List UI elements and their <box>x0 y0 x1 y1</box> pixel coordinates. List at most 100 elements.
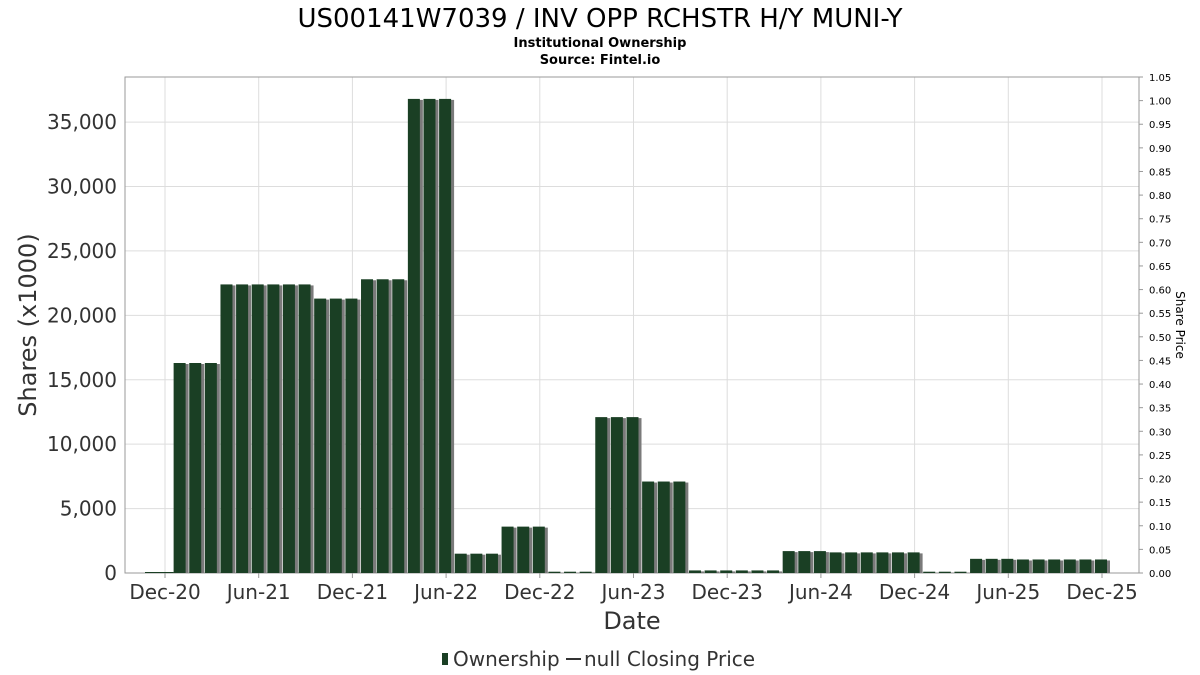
chart-title: US00141W7039 / INV OPP RCHSTR H/Y MUNI-Y <box>297 4 902 34</box>
x-tick-label: Dec-24 <box>879 580 950 604</box>
legend-ownership-label: Ownership <box>453 647 560 671</box>
bar <box>860 552 873 573</box>
bar <box>298 284 311 573</box>
x-tick-label: Dec-22 <box>504 580 575 604</box>
bar <box>329 298 342 573</box>
bar <box>532 526 545 573</box>
bar <box>267 284 280 573</box>
y2-tick-label: 0.80 <box>1149 191 1171 202</box>
bar <box>845 552 858 573</box>
bar <box>657 481 670 573</box>
bar <box>642 481 655 573</box>
y-tick-label: 0 <box>104 561 117 585</box>
bar <box>407 98 420 573</box>
y-axis-label: Shares (x1000) <box>14 233 42 416</box>
bar <box>970 558 983 573</box>
bar <box>376 279 389 573</box>
x-tick-label: Jun-22 <box>412 580 478 604</box>
y2-tick-label: 0.90 <box>1149 144 1171 155</box>
y2-tick-label: 0.05 <box>1149 545 1171 556</box>
x-tick-label: Jun-21 <box>225 580 291 604</box>
bar <box>751 570 764 573</box>
y2-tick-label: 0.60 <box>1149 286 1171 297</box>
chart-subtitle-1: Institutional Ownership <box>514 36 687 51</box>
x-tick-label: Dec-20 <box>129 580 200 604</box>
bar <box>361 279 374 573</box>
y-tick-label: 5,000 <box>60 497 117 521</box>
bar <box>470 553 483 573</box>
y2-axis-label: Share Price <box>1173 291 1187 359</box>
bar <box>610 417 623 573</box>
bar <box>923 571 936 573</box>
legend-ownership-swatch <box>442 653 448 665</box>
y2-axis-ticks: 0.00 0.05 0.10 0.15 0.20 0.25 0.30 0.35 0.40 0.45… <box>1139 73 1171 580</box>
bar <box>1079 559 1092 573</box>
bar <box>1016 559 1029 573</box>
y2-tick-label: 0.75 <box>1149 215 1171 226</box>
bar <box>735 570 748 573</box>
bar <box>251 284 264 573</box>
bar <box>688 570 701 573</box>
bar <box>595 417 608 573</box>
y-tick-label: 10,000 <box>47 432 117 456</box>
bar <box>345 298 358 573</box>
y-tick-label: 15,000 <box>47 368 117 392</box>
bar <box>876 552 889 573</box>
bar <box>626 417 639 573</box>
y2-tick-label: 1.00 <box>1149 97 1171 108</box>
bar <box>1095 559 1107 573</box>
bar <box>439 98 452 573</box>
x-axis-label: Date <box>603 607 660 635</box>
bar <box>564 571 577 573</box>
bar <box>204 363 217 573</box>
y2-tick-label: 0.30 <box>1149 427 1171 438</box>
x-tick-label: Dec-21 <box>317 580 388 604</box>
y2-tick-label: 0.15 <box>1149 498 1171 509</box>
bar <box>314 298 327 573</box>
y-tick-label: 20,000 <box>47 303 117 327</box>
bar <box>579 571 592 573</box>
bar <box>392 279 405 573</box>
bar <box>767 570 780 573</box>
bar <box>189 363 202 573</box>
x-tick-label: Jun-25 <box>974 580 1040 604</box>
y-axis-ticks: 0 5,000 10,000 15,000 20,000 25,000 30,000 35,0… <box>47 110 117 585</box>
x-tick-label: Jun-23 <box>600 580 666 604</box>
y2-tick-label: 1.05 <box>1149 73 1171 84</box>
bar <box>282 284 295 573</box>
x-axis-ticks: Dec-20 Jun-21 Dec-21 Jun-22 Dec-22 Jun-23 Dec-… <box>129 573 1138 604</box>
y2-tick-label: 0.10 <box>1149 522 1171 533</box>
bar <box>1001 558 1014 573</box>
bar <box>798 551 811 573</box>
legend-price-label: null Closing Price <box>584 647 755 671</box>
bar <box>517 526 530 573</box>
y2-tick-label: 0.40 <box>1149 380 1171 391</box>
y2-tick-label: 0.85 <box>1149 167 1171 178</box>
y2-tick-label: 0.20 <box>1149 475 1171 486</box>
y2-tick-label: 0.70 <box>1149 238 1171 249</box>
bar <box>454 553 467 573</box>
bar <box>548 571 561 573</box>
y-tick-label: 25,000 <box>47 239 117 263</box>
x-tick-label: Dec-25 <box>1066 580 1137 604</box>
bar <box>720 570 733 573</box>
y2-tick-label: 0.25 <box>1149 451 1171 462</box>
bar <box>782 551 795 573</box>
y2-tick-label: 0.65 <box>1149 262 1171 273</box>
bar <box>985 558 998 573</box>
bar <box>173 363 186 573</box>
y2-tick-label: 0.55 <box>1149 309 1171 320</box>
bar <box>220 284 233 573</box>
bar <box>1063 559 1076 573</box>
y2-tick-label: 0.00 <box>1149 569 1171 580</box>
legend: Ownership null Closing Price <box>442 647 755 671</box>
bar <box>907 552 920 573</box>
bar <box>954 571 967 573</box>
bar <box>501 526 514 573</box>
bar <box>1048 559 1061 573</box>
x-tick-label: Dec-23 <box>692 580 763 604</box>
y-tick-label: 30,000 <box>47 175 117 199</box>
bar <box>673 481 686 573</box>
bars <box>145 98 1110 573</box>
